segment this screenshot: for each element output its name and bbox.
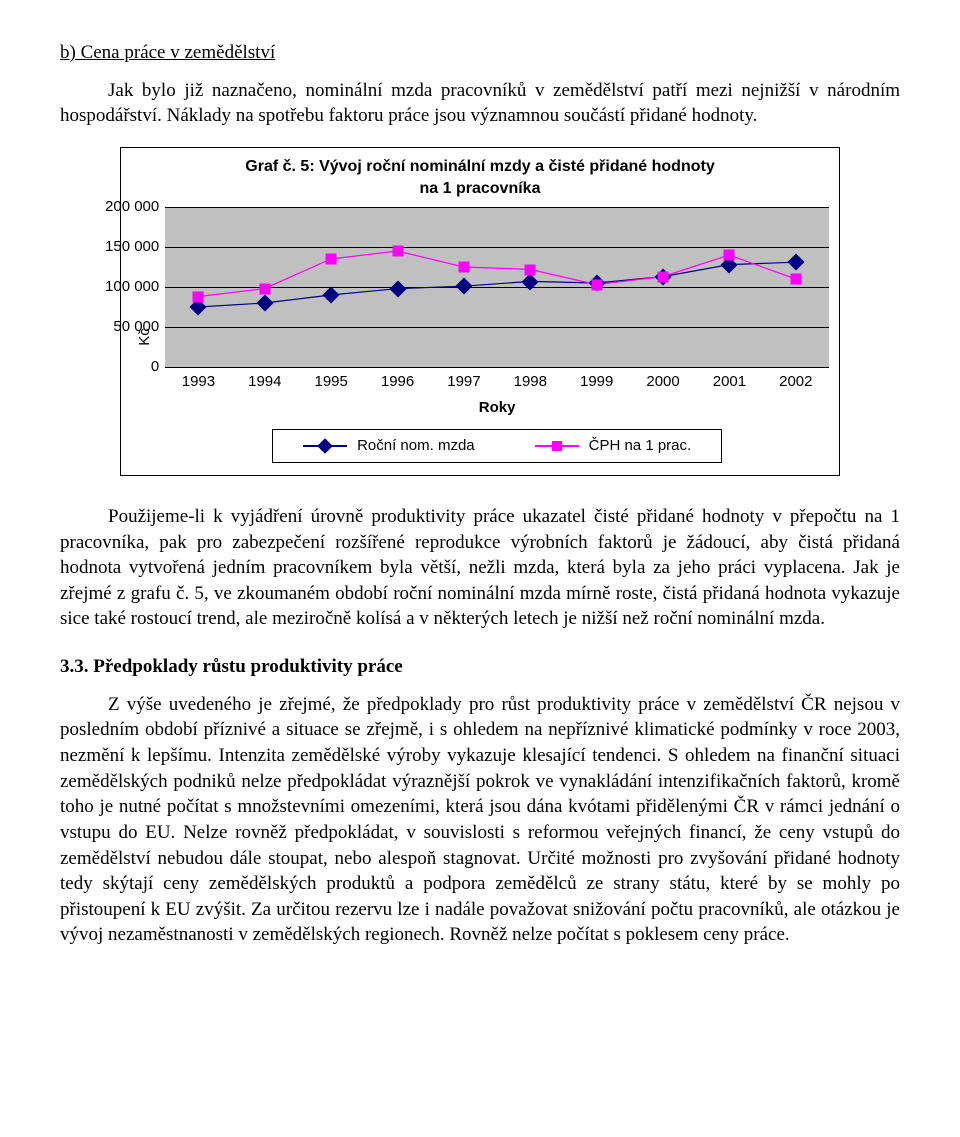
x-tick: 2002 (763, 372, 829, 392)
chart-title-line1: Graf č. 5: Vývoj roční nominální mzdy a … (245, 158, 714, 175)
x-axis-label: Roky (165, 398, 829, 418)
x-axis-ticks: 1993199419951996199719981999200020012002 (165, 372, 829, 392)
section-b-heading: b) Cena práce v zemědělství (60, 40, 900, 66)
paragraph-2: Použijeme-li k vyjádření úrovně produkti… (60, 504, 900, 632)
x-tick: 1996 (364, 372, 430, 392)
chart-container: Graf č. 5: Vývoj roční nominální mzdy a … (120, 147, 840, 476)
x-tick: 1994 (232, 372, 298, 392)
data-marker (392, 246, 403, 257)
data-marker (326, 254, 337, 265)
x-tick: 1995 (298, 372, 364, 392)
legend-item: ČPH na 1 prac. (535, 436, 692, 456)
x-tick: 1993 (165, 372, 231, 392)
x-tick: 2001 (696, 372, 762, 392)
legend-label: Roční nom. mzda (357, 436, 475, 456)
plot-area (165, 207, 829, 368)
chart-legend: Roční nom. mzda ČPH na 1 prac. (272, 429, 722, 463)
legend-item: Roční nom. mzda (303, 436, 475, 456)
data-marker (193, 291, 204, 302)
paragraph-1: Jak bylo již naznačeno, nominální mzda p… (60, 78, 900, 129)
legend-label: ČPH na 1 prac. (589, 436, 692, 456)
chart-title: Graf č. 5: Vývoj roční nominální mzdy a … (131, 156, 829, 199)
data-marker (525, 264, 536, 275)
subheading-3-3: 3.3. Předpoklady růstu produktivity prác… (60, 654, 900, 680)
paragraph-3: Z výše uvedeného je zřejmé, že předpokla… (60, 692, 900, 948)
data-marker (458, 262, 469, 273)
x-tick: 1998 (497, 372, 563, 392)
data-marker (790, 274, 801, 285)
data-marker (724, 250, 735, 261)
data-marker (259, 283, 270, 294)
x-tick: 1997 (431, 372, 497, 392)
chart-title-line2: na 1 pracovníka (420, 180, 541, 197)
x-tick: 2000 (630, 372, 696, 392)
x-tick: 1999 (564, 372, 630, 392)
data-marker (591, 279, 602, 290)
data-marker (658, 271, 669, 282)
